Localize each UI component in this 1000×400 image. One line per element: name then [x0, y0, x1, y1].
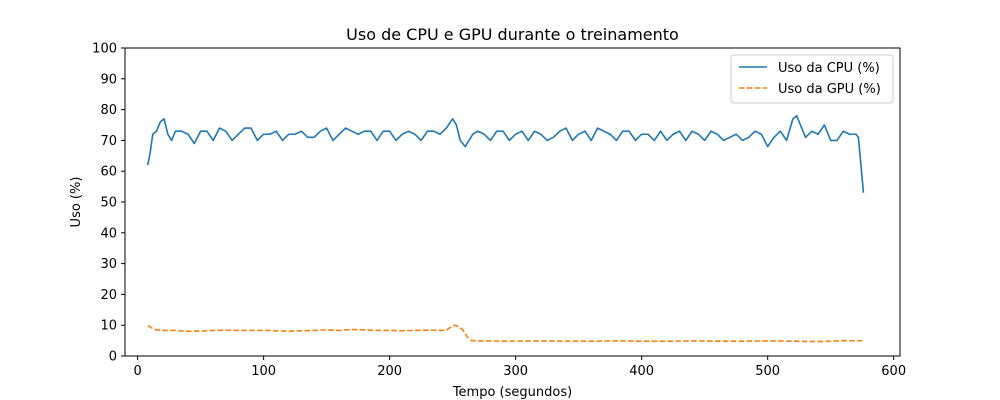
- x-tick-label: 300: [503, 364, 528, 379]
- y-tick-label: 70: [100, 134, 117, 149]
- y-axis-label: Uso (%): [69, 177, 84, 228]
- y-tick-label: 90: [100, 72, 117, 87]
- x-tick-label: 100: [251, 364, 276, 379]
- legend-gpu-label: Uso da GPU (%): [778, 82, 881, 97]
- y-tick-label: 40: [100, 226, 117, 241]
- y-tick-label: 0: [109, 350, 117, 365]
- y-axis-ticks: 0 10 20 30 40 50 60 70 80 90 100: [92, 42, 125, 365]
- x-tick-label: 400: [629, 364, 654, 379]
- legend-box: [730, 54, 894, 104]
- x-tick-label: 0: [133, 364, 141, 379]
- x-axis-label: Tempo (segundos): [452, 385, 572, 400]
- y-tick-label: 50: [100, 196, 117, 211]
- y-tick-label: 10: [100, 319, 117, 334]
- y-tick-label: 20: [100, 288, 117, 303]
- x-tick-label: 200: [377, 364, 402, 379]
- gpu-usage-line: [147, 324, 863, 343]
- chart-title: Uso de CPU e GPU durante o treinamento: [346, 25, 679, 44]
- legend-cpu-label: Uso da CPU (%): [778, 61, 880, 76]
- x-tick-label: 500: [755, 364, 780, 379]
- y-tick-label: 60: [100, 165, 117, 180]
- cpu-usage-line: [146, 114, 865, 193]
- y-tick-label: 30: [100, 257, 117, 272]
- series-layer: [146, 114, 865, 343]
- y-tick-label: 100: [92, 42, 117, 57]
- x-tick-label: 600: [881, 364, 906, 379]
- x-axis-ticks: 0 100 200 300 400 500 600: [133, 356, 906, 379]
- y-tick-label: 80: [100, 103, 117, 118]
- legend: Uso da CPU (%) Uso da GPU (%): [730, 54, 894, 104]
